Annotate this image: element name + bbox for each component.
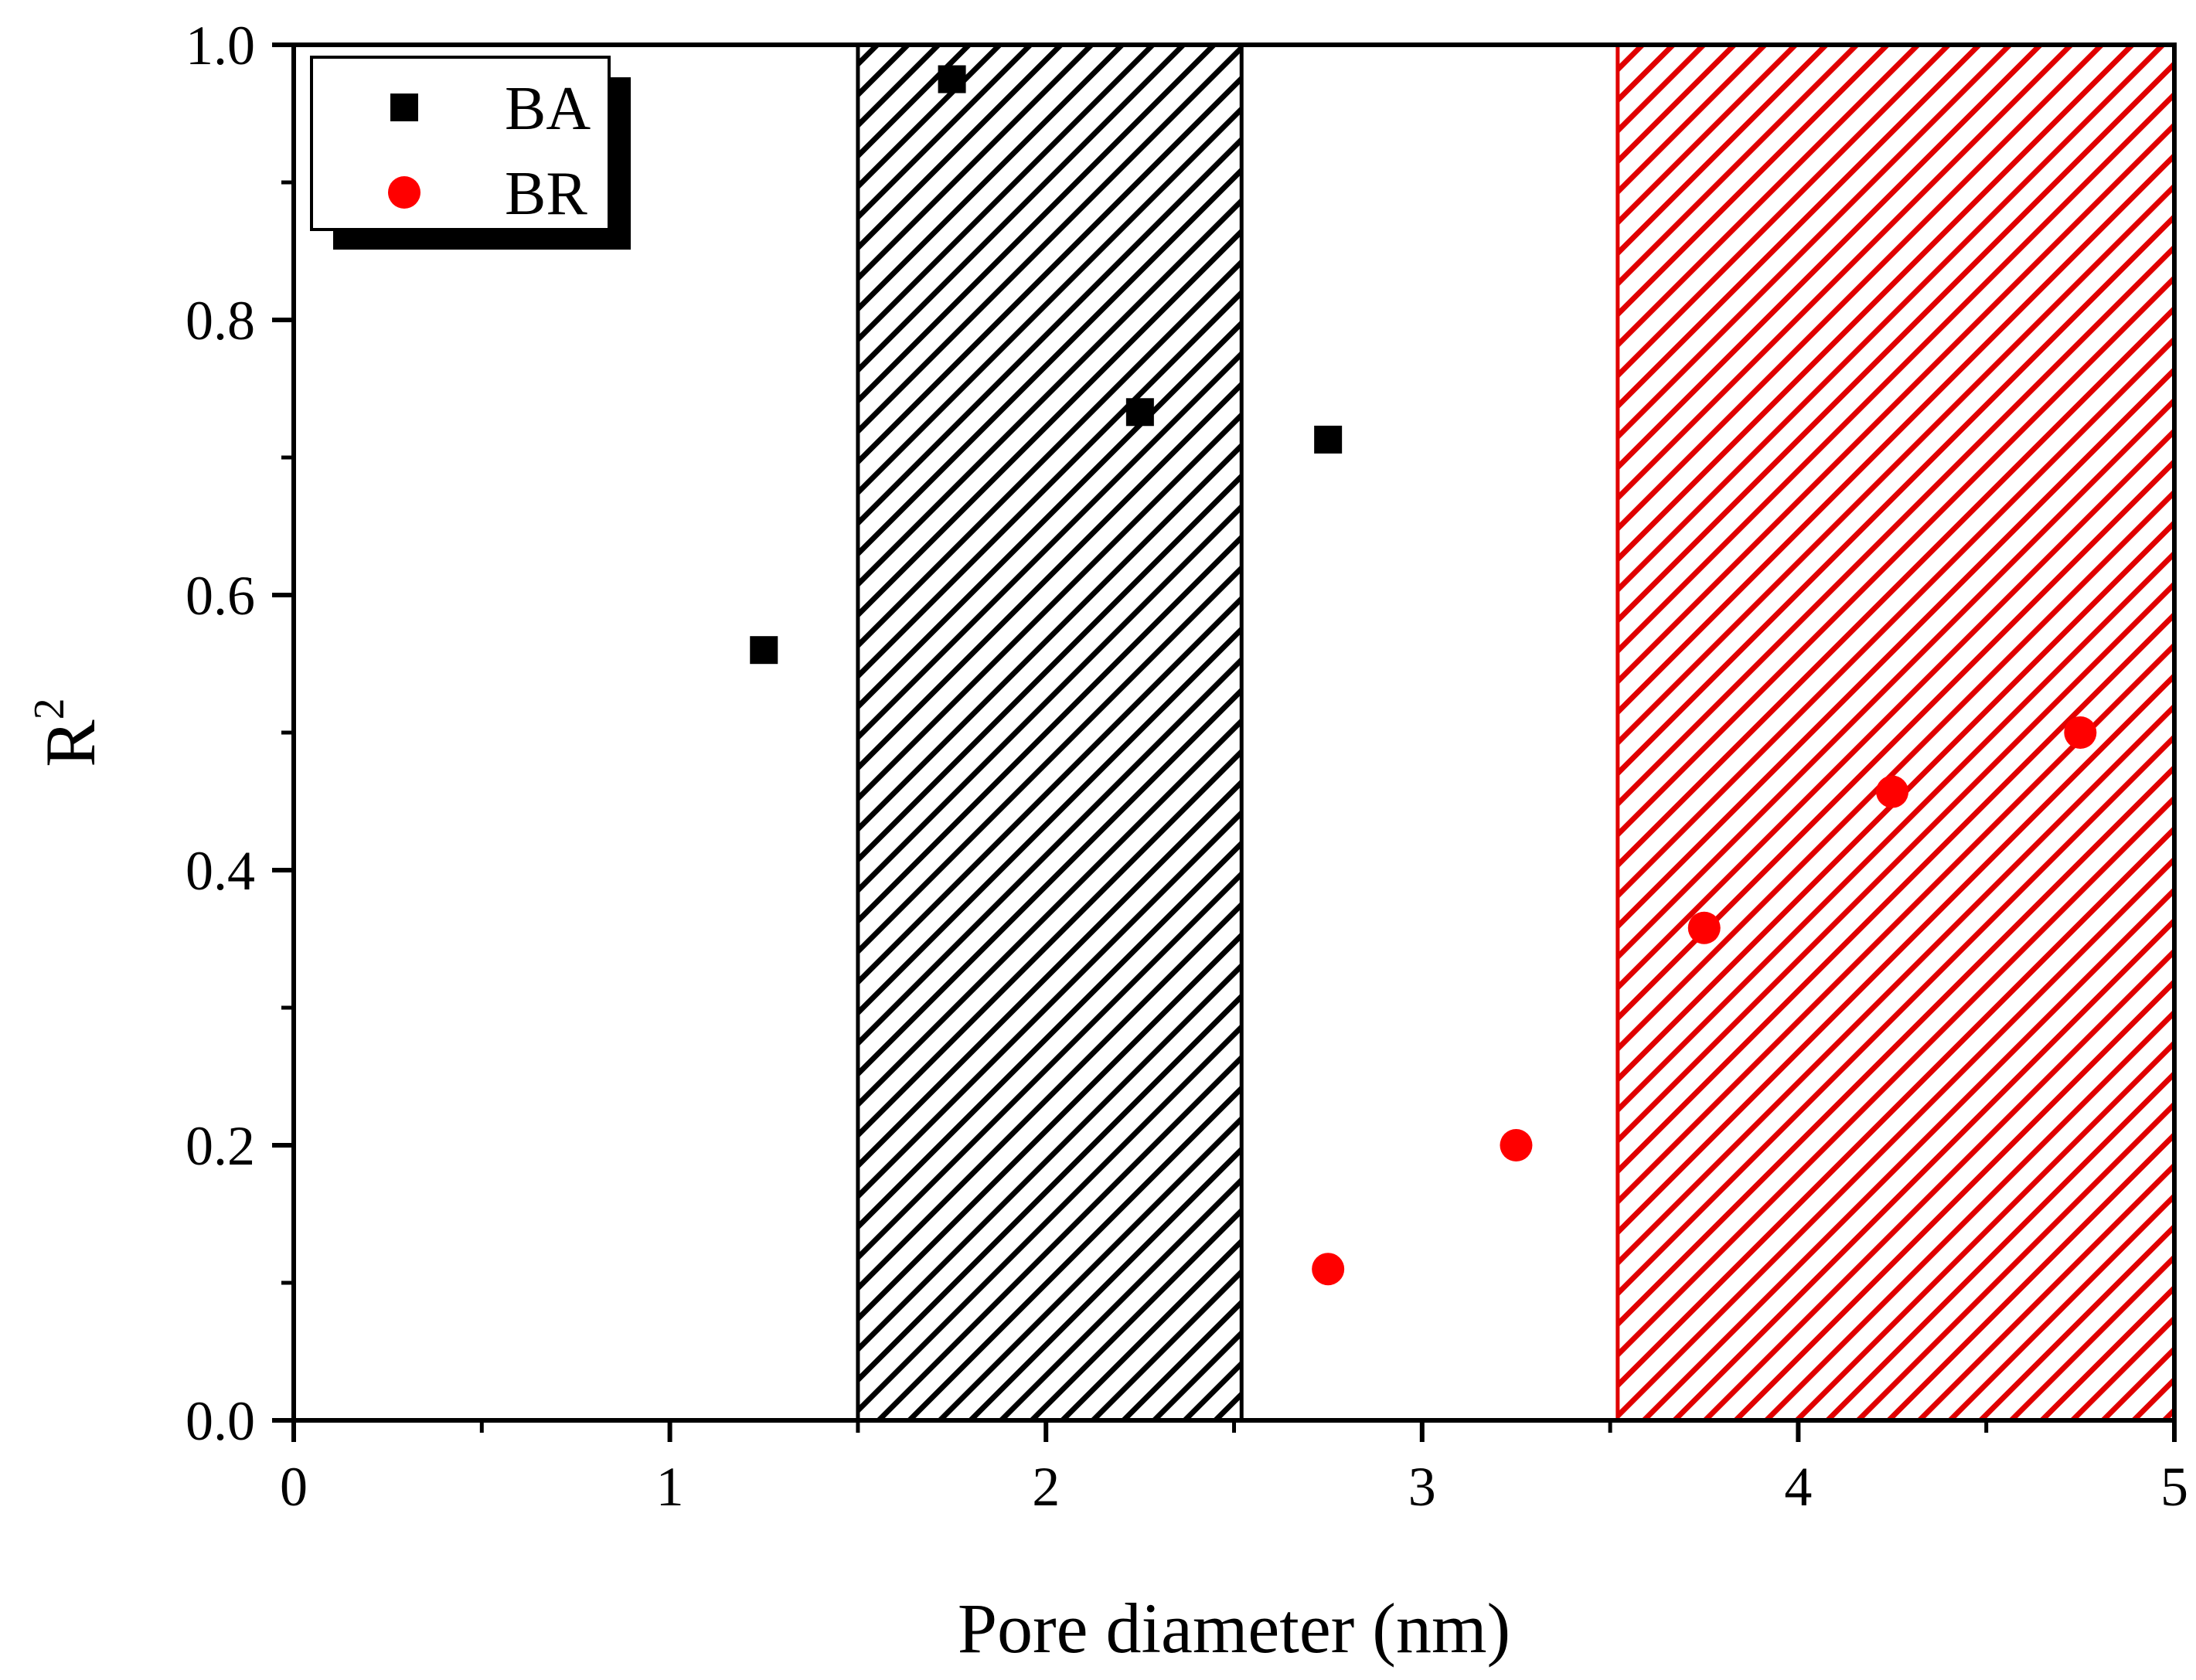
y-tick-label: 0.0 [186,1390,255,1452]
y-axis-title-superscript: 2 [26,698,73,719]
legend-marker-ba [390,94,418,121]
y-tick-label: 0.6 [186,565,255,627]
y-tick-label: 0.2 [186,1115,255,1177]
data-point-br [1687,911,1721,944]
data-point-ba [750,636,778,665]
y-axis-title-base: R [31,719,110,767]
x-tick-label: 0 [280,1456,308,1518]
x-tick-label: 2 [1032,1456,1060,1518]
x-axis-title: Pore diameter (nm) [958,1589,1510,1668]
data-point-ba [938,65,966,94]
data-point-br [1876,775,1909,808]
data-point-ba [1314,425,1343,454]
legend-marker-br [388,176,420,209]
y-tick-label: 1.0 [186,15,255,77]
data-point-br [1500,1129,1533,1161]
y-tick-label: 0.8 [186,290,255,352]
data-point-br [1312,1253,1345,1286]
data-point-ba [1125,398,1154,427]
data-point-br [2064,716,2097,749]
x-tick-label: 3 [1408,1456,1436,1518]
data-points [750,65,2097,1286]
y-tick-label: 0.4 [186,840,255,902]
black-hatch-region [856,43,1244,1423]
legend-label-ba: BA [505,75,591,143]
legend-box [310,56,611,231]
y-axis-title: R2 [26,698,110,767]
x-tick-label: 4 [1784,1456,1812,1518]
legend: BA BR [310,56,631,250]
x-tick-label: 1 [656,1456,684,1518]
legend-label-br: BR [505,160,587,228]
x-tick-label: 5 [2160,1456,2188,1518]
axis-ticks: 0 1 2 3 4 5 0.0 0.2 0.4 0.6 0.8 1.0 [186,15,2188,1518]
